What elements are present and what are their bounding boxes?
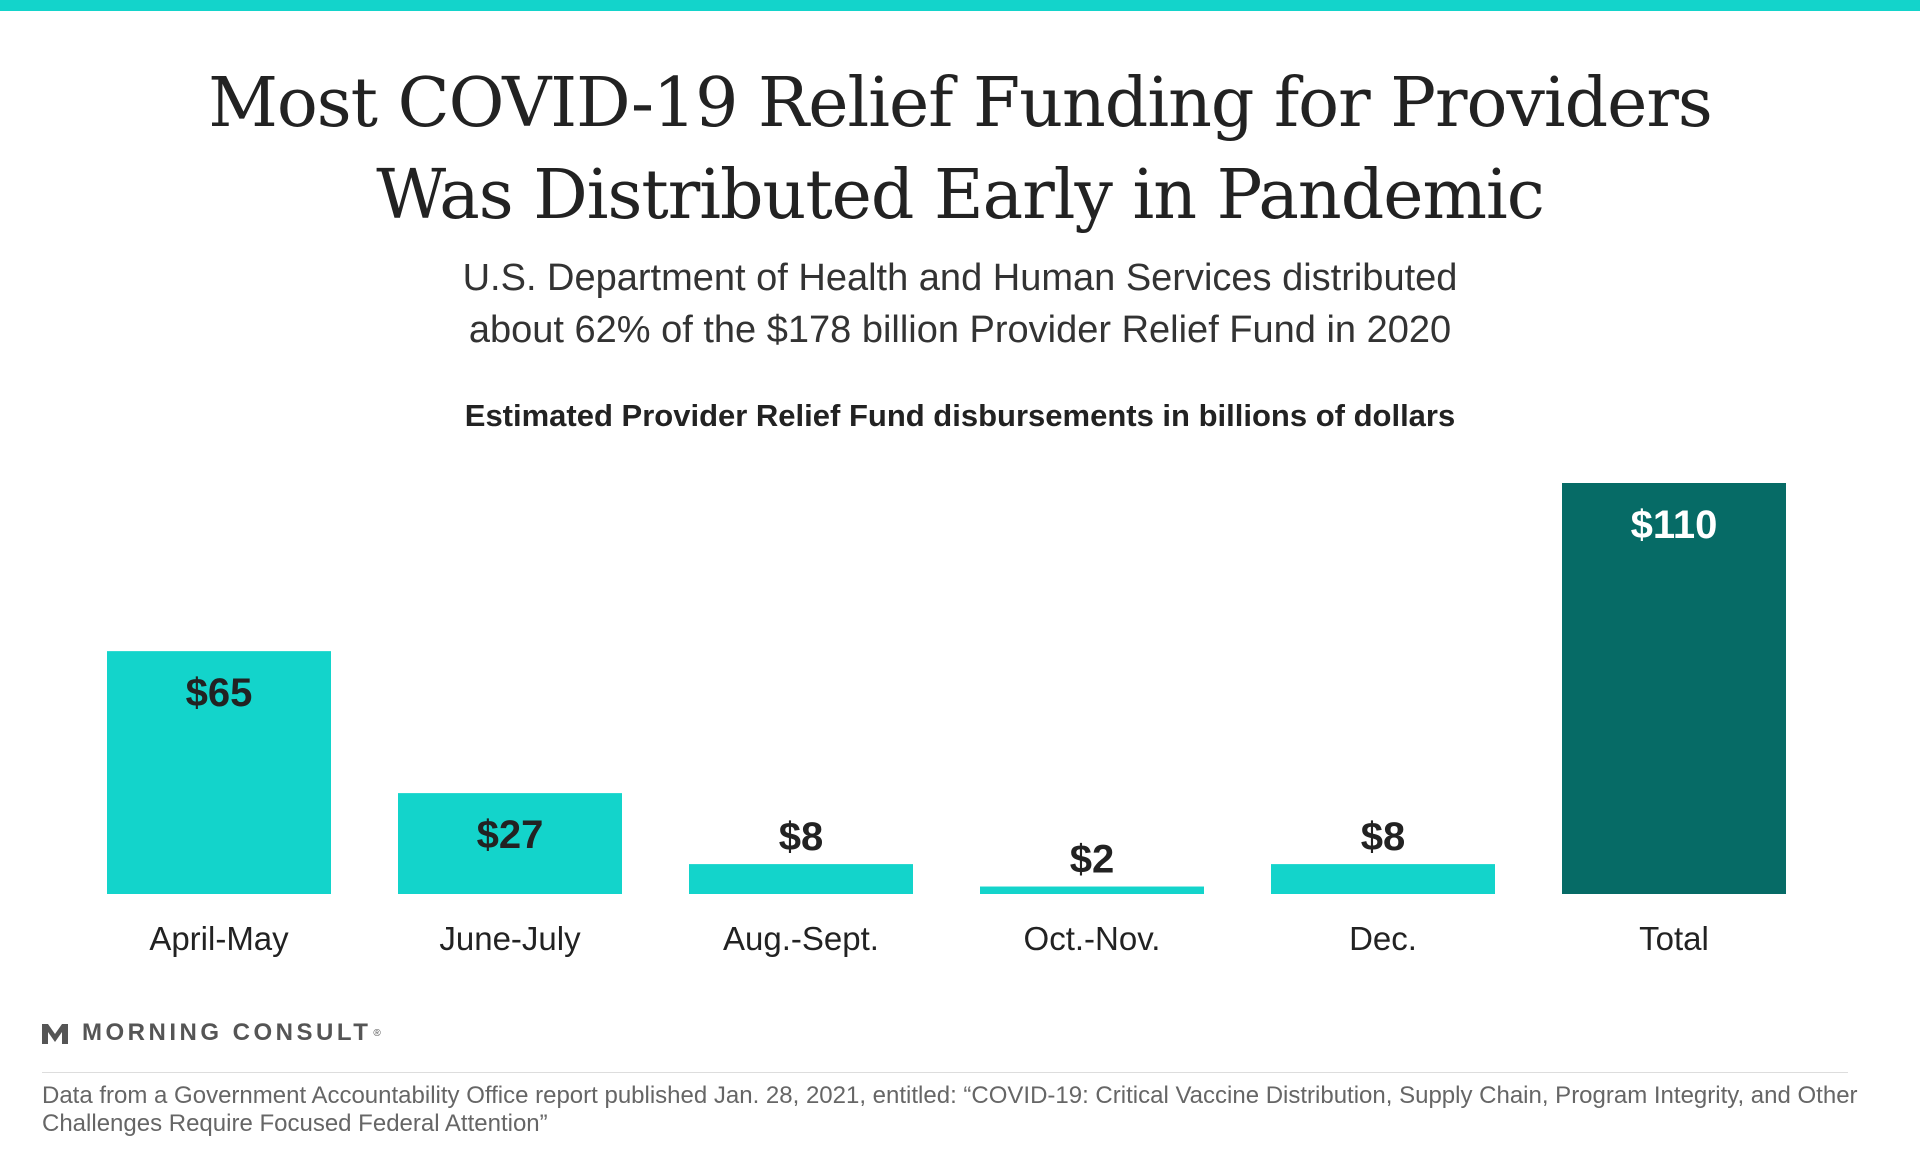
bar-2 xyxy=(689,864,913,894)
bar-4 xyxy=(1271,864,1495,894)
chart-subtitle-line-1: U.S. Department of Health and Human Serv… xyxy=(462,257,1458,299)
data-label-5: $110 xyxy=(1631,503,1718,547)
x-tick-label-5: Total xyxy=(1639,920,1709,957)
footer-divider xyxy=(42,1072,1848,1073)
x-tick-label-4: Dec. xyxy=(1349,920,1417,957)
logo-wordmark: MORNING CONSULT xyxy=(82,1019,372,1046)
bar-5 xyxy=(1562,483,1786,894)
data-label-0: $65 xyxy=(186,671,253,715)
x-tick-label-0: April-May xyxy=(149,920,289,957)
source-note: Data from a Government Accountability Of… xyxy=(42,1082,1858,1137)
data-label-4: $8 xyxy=(1361,815,1406,859)
x-tick-label-2: Aug.-Sept. xyxy=(723,920,879,957)
x-tick-label-3: Oct.-Nov. xyxy=(1024,920,1161,957)
chart-title-line-2: Was Distributed Early in Pandemic xyxy=(376,156,1545,235)
x-tick-label-1: June-July xyxy=(439,920,581,957)
chart-subtitle-line-2: about 62% of the $178 billion Provider R… xyxy=(468,309,1452,351)
data-label-3: $2 xyxy=(1070,838,1115,882)
registered-mark: ® xyxy=(373,1027,381,1039)
chart-title-line-1: Most COVID-19 Relief Funding for Provide… xyxy=(208,64,1713,143)
data-label-1: $27 xyxy=(477,813,544,857)
data-label-2: $8 xyxy=(779,815,824,859)
morning-consult-m-icon xyxy=(42,1024,68,1044)
bar-chart: $65 April-May $27 June-July $8 Aug.-Sept. $2 Oc… xyxy=(107,483,1786,957)
chart-data-label: Estimated Provider Relief Fund disbursem… xyxy=(464,398,1456,433)
bar-0 xyxy=(107,651,331,894)
bar-3 xyxy=(980,886,1204,894)
top-accent-rule xyxy=(0,0,1920,11)
morning-consult-logo: MORNING CONSULT ® xyxy=(40,1015,381,1051)
bar-1 xyxy=(398,793,622,894)
